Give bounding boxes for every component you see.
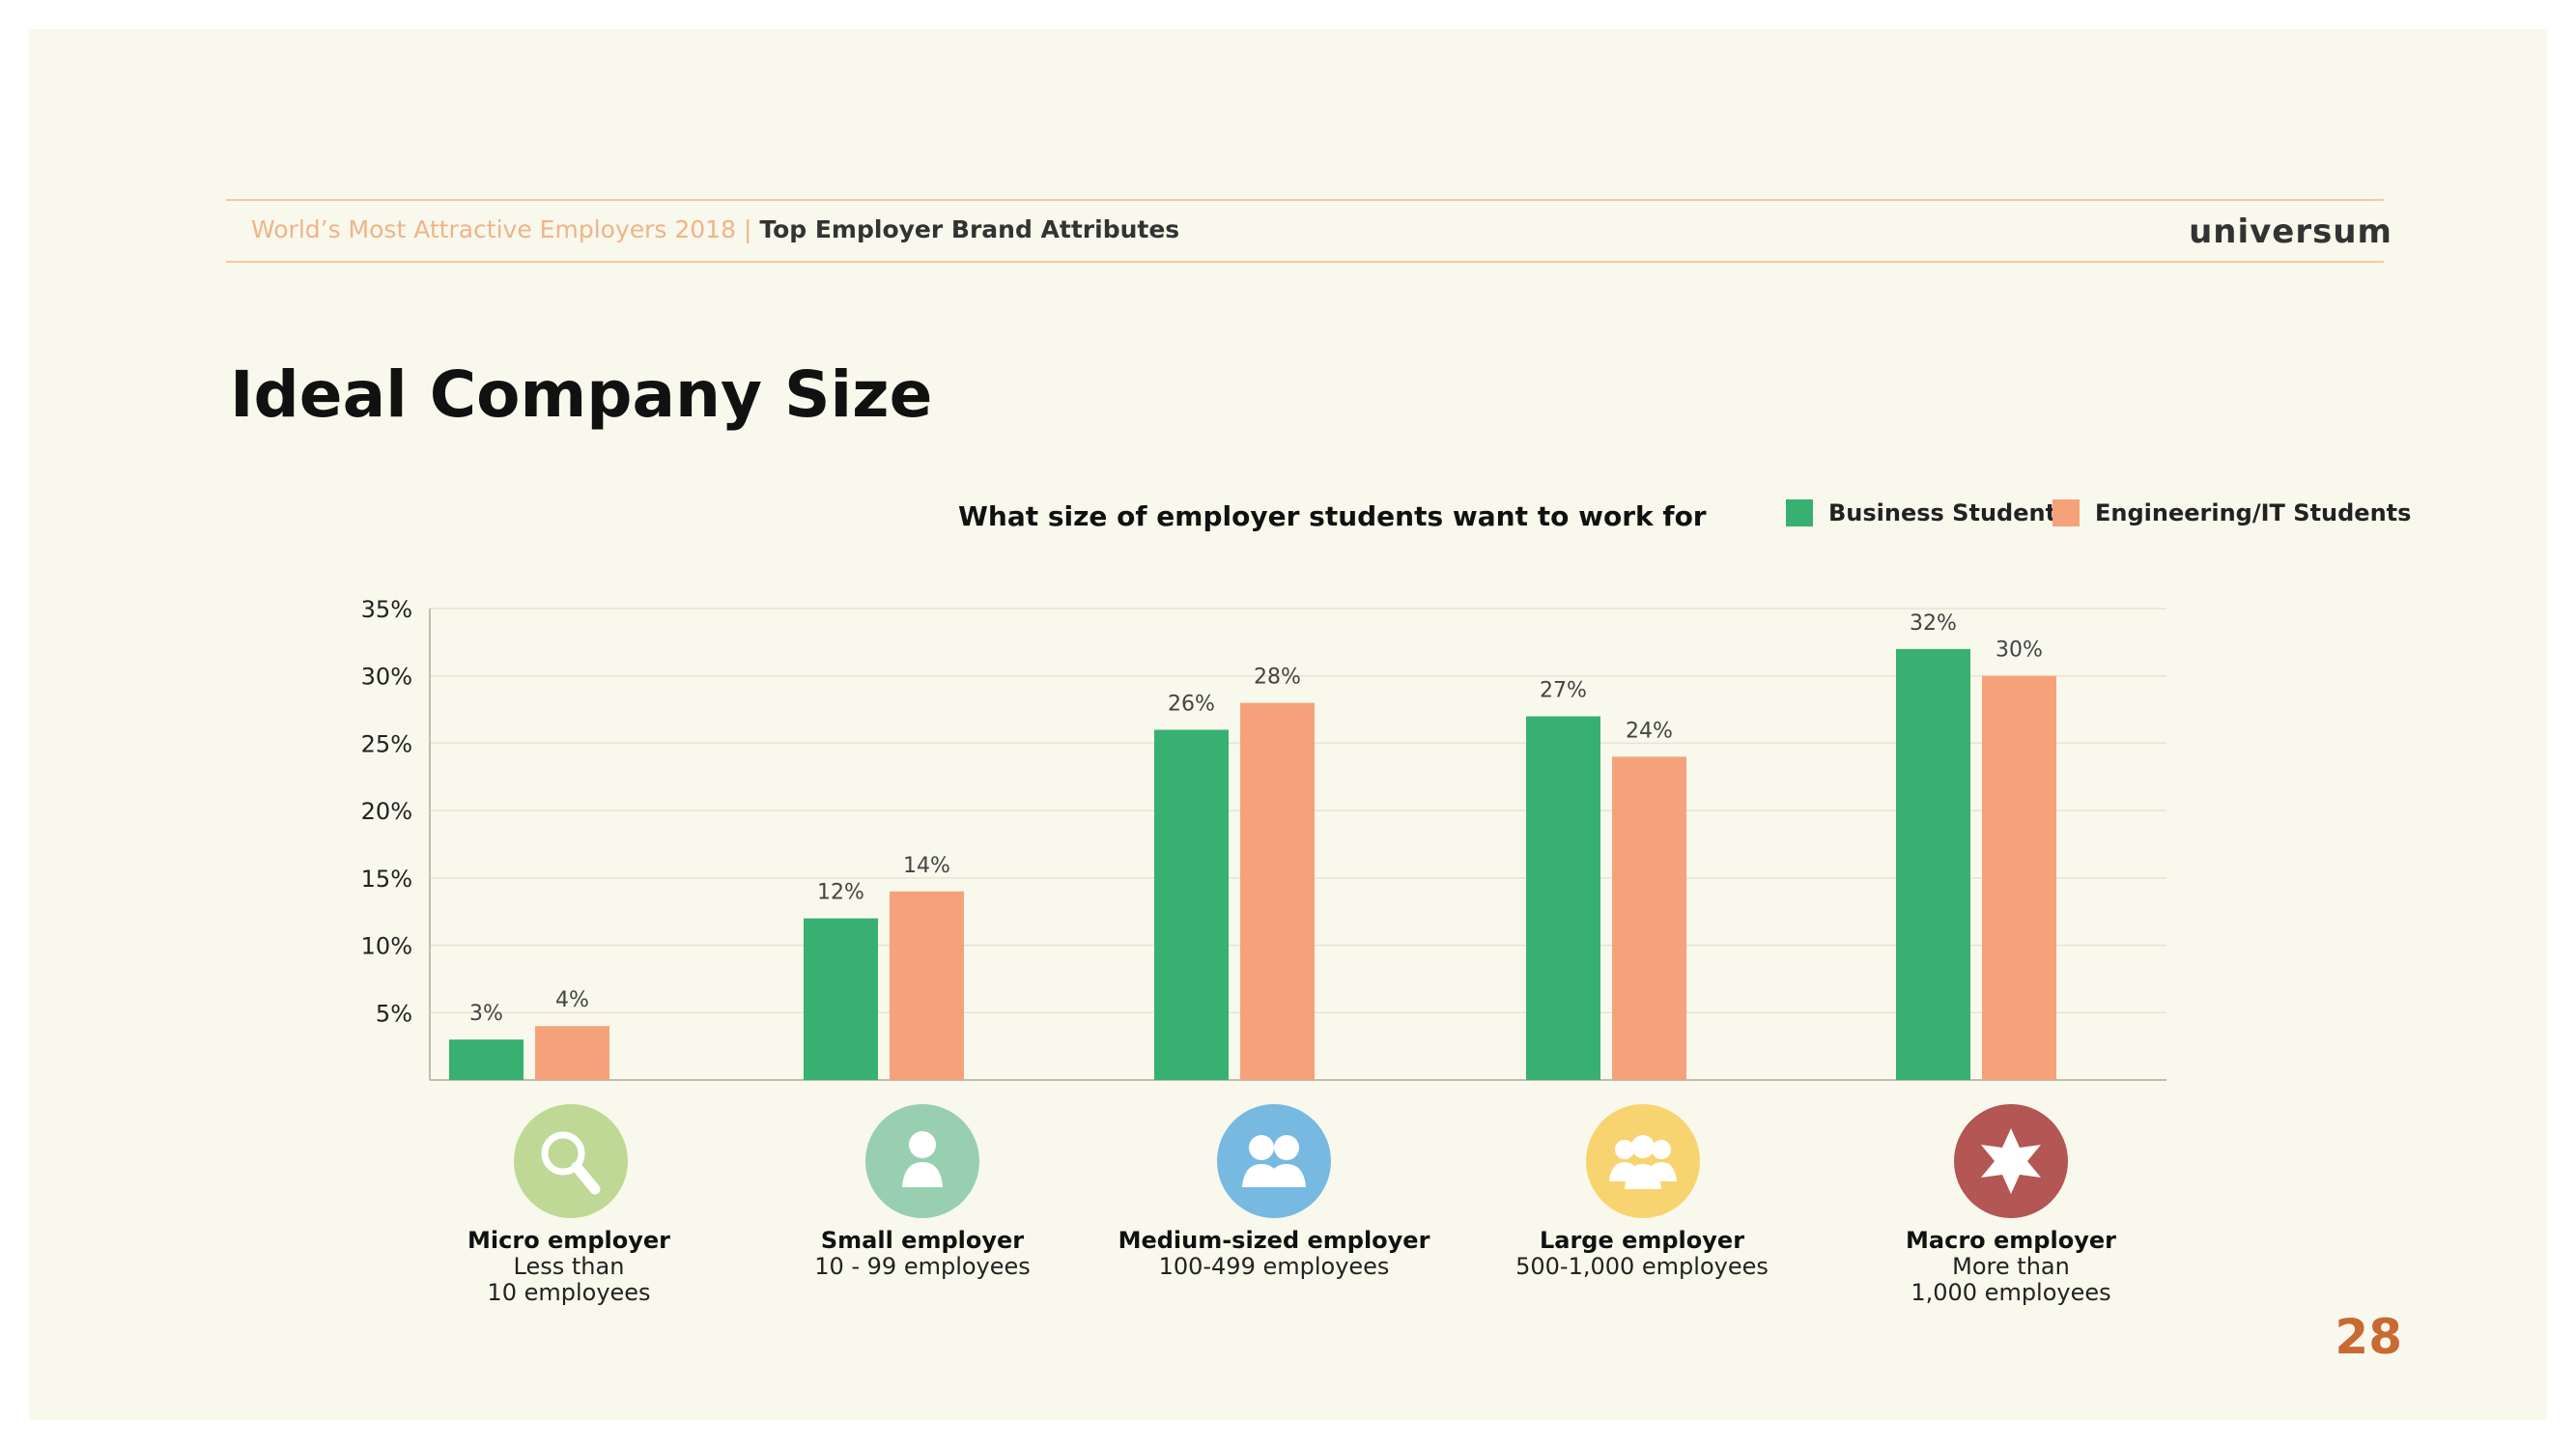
header-text: World’s Most Attractive Employers 2018 |…: [251, 215, 1179, 243]
business-value-label-2: 26%: [1168, 692, 1215, 716]
category-name: Small employer: [820, 1227, 1025, 1254]
header-separator: |: [743, 215, 752, 243]
chart-title: What size of employer students want to w…: [958, 500, 1707, 532]
engineering-value-label-1: 14%: [903, 854, 950, 878]
business-value-label-1: 12%: [817, 881, 864, 905]
legend-engineering: Engineering/IT Students: [2052, 499, 2411, 526]
group-icon: [1609, 1135, 1677, 1189]
category-label-medium: Medium-sized employer 100-499 employees: [1100, 1227, 1448, 1280]
legend-business-label: Business Students: [1828, 499, 2071, 526]
category-name: Macro employer: [1906, 1227, 2116, 1254]
category-name: Large employer: [1539, 1227, 1745, 1254]
business-value-label-3: 27%: [1540, 679, 1587, 703]
category-description: More than 1,000 employees: [1911, 1253, 2111, 1306]
magnifier-icon: [541, 1131, 601, 1195]
star-icon: [1981, 1128, 2041, 1194]
business-bar-2: [1154, 729, 1229, 1080]
category-description: Less than 10 employees: [487, 1253, 651, 1306]
business-bar-1: [804, 918, 878, 1080]
legend-business-swatch: [1786, 499, 1813, 526]
universum-logo: universum: [2189, 213, 2392, 251]
category-description: 100-499 employees: [1158, 1253, 1390, 1280]
page-number: 28: [2335, 1309, 2402, 1365]
y-tick-label: 30%: [361, 664, 412, 691]
category-label-large: Large employer 500-1,000 employees: [1468, 1227, 1816, 1280]
y-tick-label: 35%: [361, 596, 412, 623]
large-employer-icon-circle: [1586, 1104, 1700, 1218]
engineering-bar-2: [1240, 702, 1315, 1080]
category-label-small: Small employer 10 - 99 employees: [749, 1227, 1096, 1280]
macro-employer-icon-circle: [1954, 1104, 2068, 1218]
engineering-value-label-0: 4%: [555, 988, 589, 1012]
category-label-micro: Micro employer Less than 10 employees: [395, 1227, 743, 1306]
engineering-value-label-4: 30%: [1996, 639, 2043, 663]
legend-engineering-swatch: [2052, 499, 2080, 526]
engineering-bar-1: [890, 891, 964, 1080]
business-value-label-0: 3%: [469, 1002, 503, 1026]
section-title: Top Employer Brand Attributes: [759, 215, 1180, 243]
person-icon: [902, 1131, 943, 1187]
engineering-value-label-3: 24%: [1626, 719, 1673, 743]
y-tick-label: 15%: [361, 866, 412, 893]
legend-engineering-label: Engineering/IT Students: [2095, 499, 2412, 526]
y-tick-label: 20%: [361, 798, 412, 825]
business-value-label-4: 32%: [1910, 611, 1957, 636]
legend-business: Business Students: [1786, 499, 2070, 526]
report-title: World’s Most Attractive Employers 2018: [251, 215, 736, 243]
category-description: 500-1,000 employees: [1515, 1253, 1769, 1280]
two-people-icon: [1242, 1135, 1306, 1187]
engineering-bar-0: [535, 1026, 609, 1080]
header-rule-bottom: [226, 261, 2384, 263]
engineering-bar-4: [1982, 675, 2056, 1080]
page-title: Ideal Company Size: [230, 357, 933, 432]
category-name: Medium-sized employer: [1118, 1227, 1430, 1254]
y-tick-label: 25%: [361, 730, 412, 757]
y-tick-label: 10%: [361, 933, 412, 960]
y-tick-label: 5%: [376, 1000, 412, 1027]
category-description: 10 - 99 employees: [814, 1253, 1031, 1280]
small-employer-icon-circle: [865, 1104, 979, 1218]
engineering-bar-3: [1612, 756, 1686, 1080]
business-bar-0: [449, 1039, 524, 1080]
medium-employer-icon-circle: [1217, 1104, 1331, 1218]
slide: World’s Most Attractive Employers 2018 |…: [29, 29, 2547, 1420]
micro-employer-icon-circle: [514, 1104, 628, 1218]
category-name: Micro employer: [467, 1227, 670, 1254]
engineering-value-label-2: 28%: [1254, 666, 1301, 690]
business-bar-3: [1526, 716, 1600, 1080]
business-bar-4: [1896, 648, 1970, 1080]
category-label-macro: Macro employer More than 1,000 employees: [1837, 1227, 2185, 1306]
header-rule-top: [226, 199, 2384, 201]
bar-chart: 5% 10% 15% 20% 25% 30% 35% 3% 12% 26% 27% 32% 4% 14% 2…: [361, 596, 2166, 1081]
